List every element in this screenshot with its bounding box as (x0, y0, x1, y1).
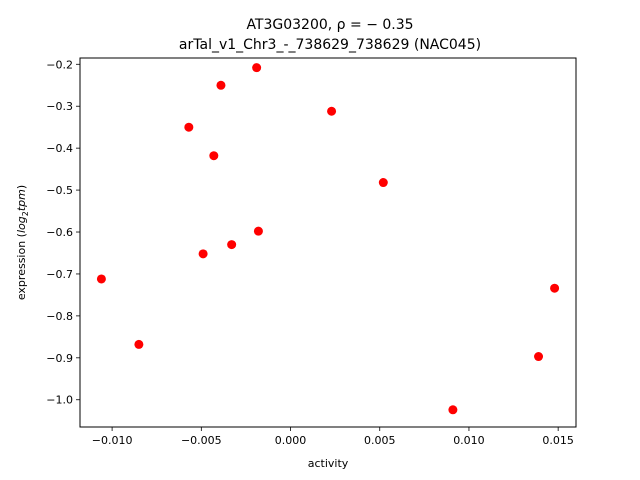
x-tick-label: 0.005 (364, 434, 396, 447)
y-tick-label: −0.8 (46, 310, 73, 323)
data-point-9 (253, 226, 263, 236)
data-point-6 (216, 80, 226, 90)
data-point-2 (134, 339, 144, 349)
y-tick-label: −1.0 (46, 394, 73, 407)
data-point-3 (184, 122, 194, 132)
data-point-14 (550, 283, 560, 293)
y-axis-ticks: −0.2 −0.3 −0.4 −0.5 −0.6 −0.7 −0.8 −0.9 −1.0 (46, 58, 80, 407)
y-tick-label: −0.2 (46, 58, 73, 71)
y-tick-label: −0.5 (46, 184, 73, 197)
x-tick-label: 0.000 (275, 434, 307, 447)
x-axis-label: activity (308, 457, 349, 470)
data-points (96, 63, 560, 415)
data-point-11 (378, 178, 388, 188)
chart-title-line-2: arTal_v1_Chr3_-_738629_738629 (NAC045) (179, 37, 481, 53)
data-point-13 (534, 352, 544, 362)
y-tick-label: −0.6 (46, 226, 73, 239)
x-tick-label: 0.010 (453, 434, 485, 447)
data-point-12 (448, 405, 458, 415)
data-point-1 (96, 274, 106, 284)
x-axis-ticks: −0.010 −0.005 0.000 0.005 0.010 0.015 (92, 427, 574, 447)
x-tick-label: −0.010 (92, 434, 133, 447)
data-point-5 (209, 151, 219, 161)
chart-title-line-1: AT3G03200, ρ = − 0.35 (246, 17, 413, 33)
plot-frame (79, 57, 577, 428)
data-point-4 (198, 249, 208, 259)
data-point-10 (327, 106, 337, 116)
x-tick-label: 0.015 (542, 434, 574, 447)
y-tick-label: −0.3 (46, 100, 73, 113)
y-tick-label: −0.4 (46, 142, 73, 155)
data-point-8 (252, 63, 262, 73)
x-tick-label: −0.005 (181, 434, 222, 447)
y-axis-label: expression (log2tpm) (15, 185, 30, 300)
y-tick-label: −0.7 (46, 268, 73, 281)
data-point-7 (227, 240, 237, 250)
y-tick-label: −0.9 (46, 352, 73, 365)
